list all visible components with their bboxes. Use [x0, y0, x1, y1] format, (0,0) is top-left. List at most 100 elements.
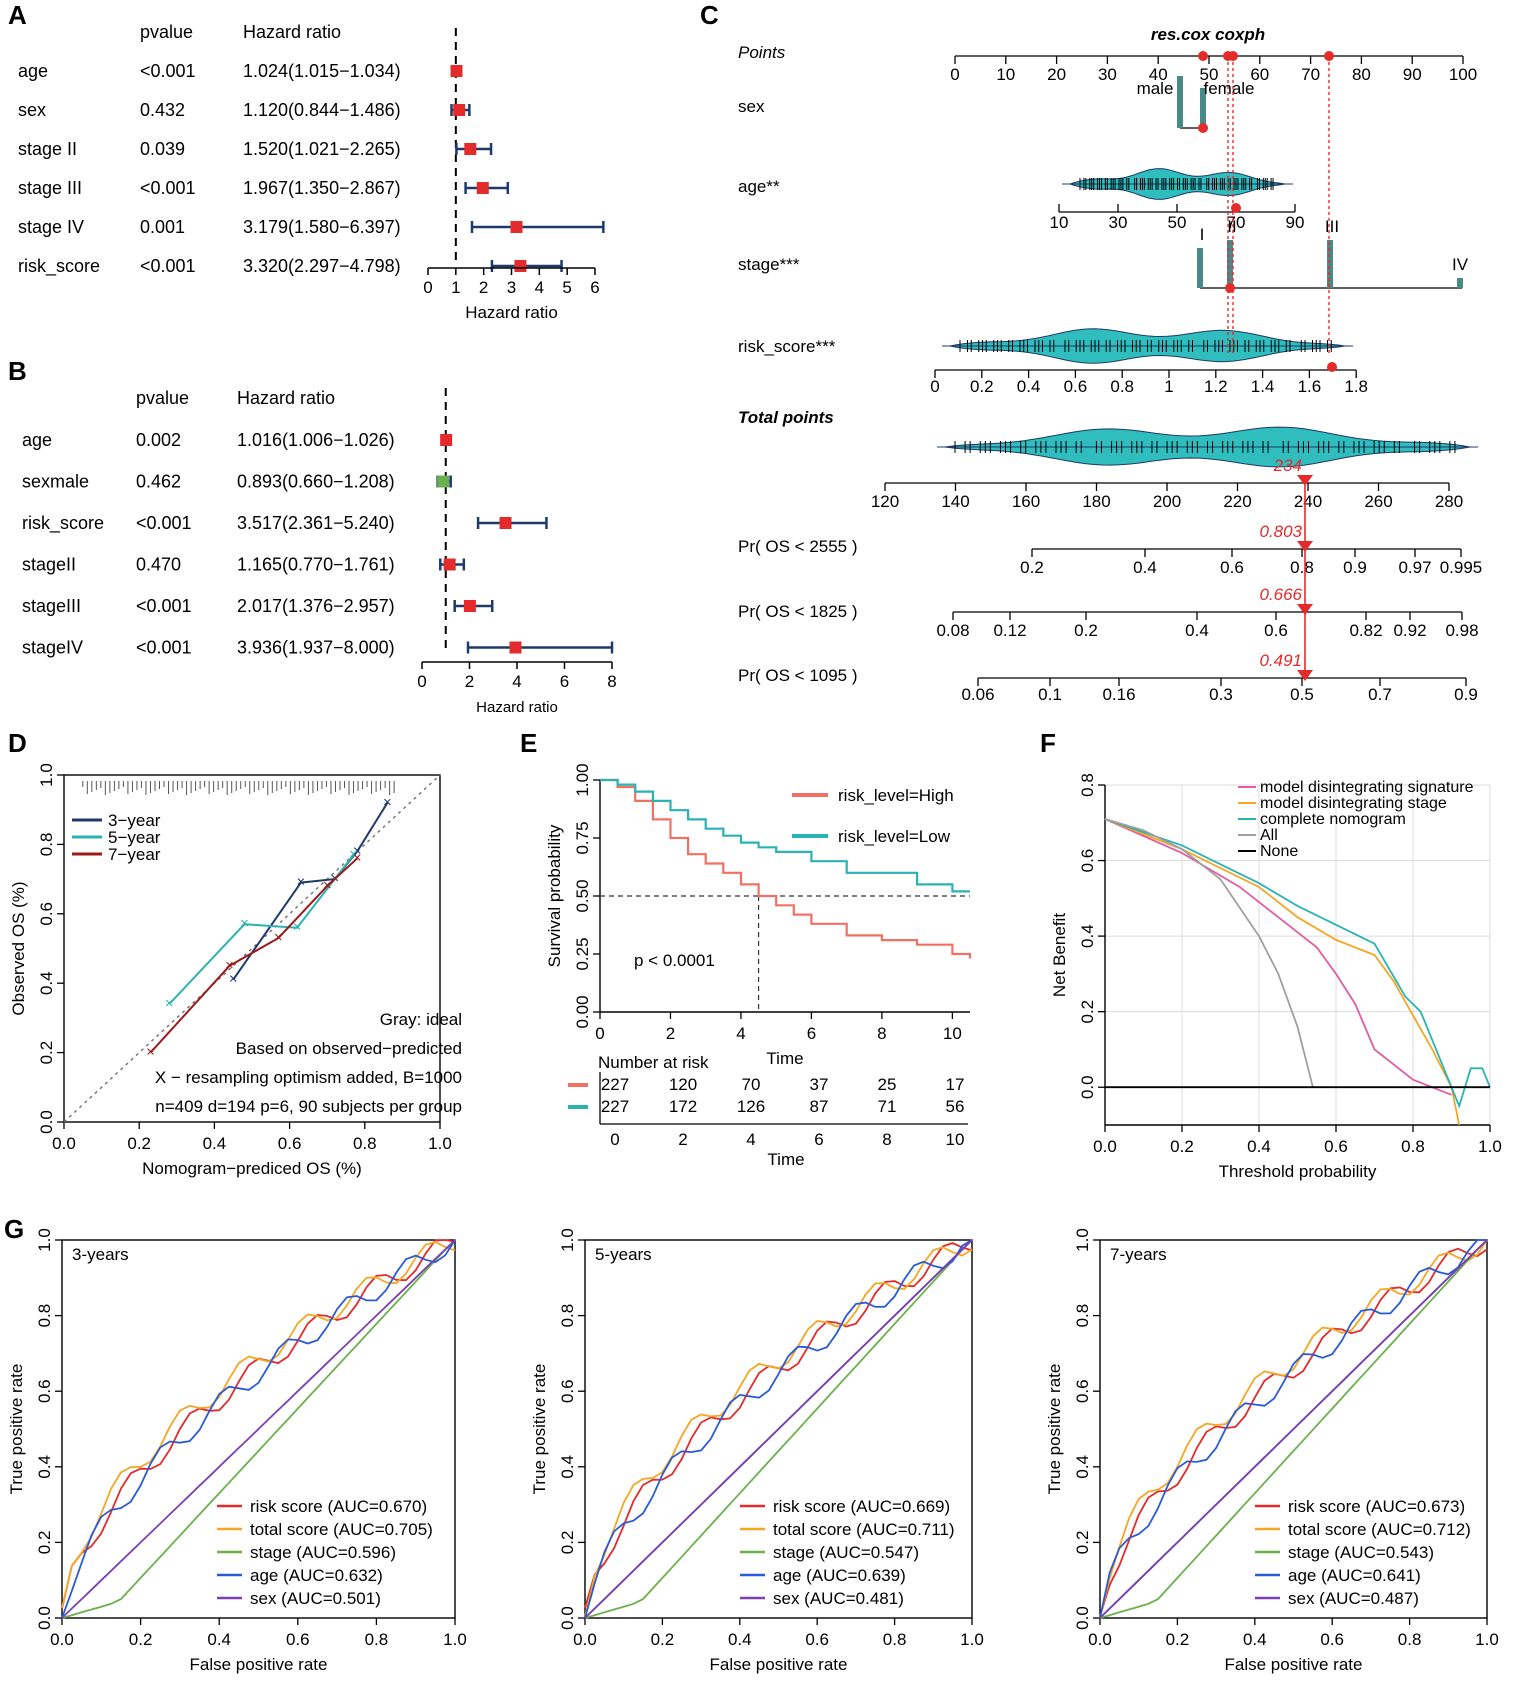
nomogram-row-label: Points	[738, 43, 786, 62]
points-scale-tick-label: 100	[1449, 65, 1477, 84]
calibration-line	[168, 854, 355, 1005]
stage-label: II	[1227, 217, 1236, 236]
stage-label: III	[1325, 217, 1339, 236]
risk-score-scale-tick-label: 0	[930, 377, 939, 396]
legend-label: total score (AUC=0.712)	[1288, 1520, 1471, 1539]
y-tick-label: 0.4	[37, 971, 56, 995]
row-hazard-ratio: 3.517(2.361−5.240)	[237, 513, 395, 533]
x-tick-label: 0.8	[883, 1630, 907, 1649]
risk-table-cell: 120	[669, 1075, 697, 1094]
y-tick-label: 0.6	[1073, 1379, 1092, 1403]
points-scale-tick-label: 0	[950, 65, 959, 84]
y-tick-label: 0.6	[558, 1379, 577, 1403]
risk-table-cell: 71	[878, 1097, 897, 1116]
y-tick-label: 0.4	[558, 1455, 577, 1479]
calibration-point: ×	[323, 877, 332, 894]
calibration-point: ×	[353, 849, 362, 866]
calibration-point: ×	[349, 846, 358, 863]
roc-curve	[1099, 1239, 1488, 1619]
row-label: risk_score	[18, 256, 100, 277]
total-points-scale-tick-label: 140	[941, 492, 969, 511]
os1095-scale-tick-label: 0.3	[1209, 685, 1233, 704]
stage-bar	[1197, 248, 1203, 288]
risk-table-tick: 4	[746, 1130, 755, 1149]
calibration-point: ×	[296, 874, 305, 891]
y-tick-label: 0.0	[1078, 1075, 1097, 1099]
x-tick-label: 0.0	[1088, 1630, 1112, 1649]
x-axis-title: Time	[766, 1049, 803, 1068]
x-tick-label: 5	[562, 278, 571, 297]
x-tick-label: 0.6	[1320, 1630, 1344, 1649]
os1825-scale-tick-label: 0.98	[1445, 621, 1478, 640]
y-axis-title: True positive rate	[530, 1364, 549, 1495]
y-tick-label: 0.6	[37, 902, 56, 926]
age-scale-tick-label: 50	[1168, 213, 1187, 232]
x-tick-label: 0.2	[129, 1630, 153, 1649]
row-hazard-ratio: 1.967(1.350−2.867)	[243, 178, 401, 198]
risk-table-xlabel: Time	[767, 1150, 804, 1169]
x-tick-label: 8	[607, 672, 616, 691]
risk-table-cell: 37	[810, 1075, 829, 1094]
risk-table-tick: 8	[882, 1130, 891, 1149]
risk-table-cell: 126	[737, 1097, 765, 1116]
risk-score-scale-tick-label: 1.8	[1344, 377, 1368, 396]
panel-a-forest-plot: A pvalue Hazard ratio age <0.001 1.024(1.015…	[8, 0, 605, 322]
points-scale-tick-label: 10	[996, 65, 1015, 84]
risk-table-cell: 56	[946, 1097, 965, 1116]
row-pvalue: 0.432	[140, 100, 185, 120]
row-pvalue: <0.001	[136, 638, 192, 658]
panel-g-roc: G 0.0 0.2 0.4 0.6 0.8 1.0 0.0 0.2 0.4 0.6 0.8 1.0 Fa…	[4, 1214, 1499, 1674]
risk-score-scale-tick-label: 1.2	[1204, 377, 1228, 396]
legend-label: All	[1260, 827, 1278, 844]
panel-label-g: G	[4, 1214, 24, 1244]
x-tick-label: 0.8	[353, 1134, 377, 1153]
prediction-marker	[1297, 541, 1313, 552]
os1825-scale-tick-label: 0.2	[1074, 621, 1098, 640]
column-header-hazard-ratio: Hazard ratio	[243, 22, 341, 42]
legend-label: model disintegrating stage	[1260, 795, 1447, 812]
x-tick-label: 0.4	[1243, 1630, 1267, 1649]
x-tick-label: 0.2	[127, 1134, 151, 1153]
roc-curve	[584, 1246, 973, 1617]
os1095-scale-tick-label: 0.9	[1454, 685, 1478, 704]
legend-label: age (AUC=0.639)	[773, 1566, 906, 1585]
age-marker	[1231, 203, 1241, 213]
nomogram-row-label: Pr( OS < 2555 )	[738, 537, 858, 556]
points-scale-tick-label: 90	[1403, 65, 1422, 84]
x-tick-label: 0.0	[573, 1630, 597, 1649]
points-marker	[1198, 51, 1208, 61]
row-pvalue: <0.001	[140, 61, 196, 81]
row-hazard-ratio: 3.936(1.937−8.000)	[237, 638, 395, 658]
row-pvalue: 0.462	[136, 472, 181, 492]
x-tick-label: 2	[479, 278, 488, 297]
y-tick-label: 0.4	[1078, 924, 1097, 948]
legend-label: total score (AUC=0.711)	[773, 1520, 955, 1539]
legend-label: 5−year	[108, 828, 161, 847]
risk-score-scale-tick-label: 1.6	[1298, 377, 1322, 396]
age-scale-tick-label: 90	[1286, 213, 1305, 232]
age-scale-tick-label: 70	[1227, 213, 1246, 232]
os1095-scale-tick-label: 0.7	[1368, 685, 1392, 704]
age-scale-tick-label: 10	[1050, 213, 1069, 232]
hazard-point	[450, 65, 463, 77]
y-tick-label: 0.0	[558, 1606, 577, 1630]
roc-curve	[1099, 1239, 1488, 1619]
x-tick-label: 1.0	[1475, 1630, 1499, 1649]
survival-curve	[600, 778, 970, 893]
calibration-point: ×	[229, 971, 238, 988]
row-label: age	[22, 430, 52, 450]
row-pvalue: <0.001	[140, 256, 196, 276]
x-tick-label: 0.8	[1401, 1137, 1425, 1156]
hazard-point	[464, 143, 477, 155]
total-points-scale-tick-label: 160	[1012, 492, 1040, 511]
age-scale-tick-label: 30	[1109, 213, 1128, 232]
risk-table-tick: 2	[678, 1130, 687, 1149]
x-tick-label: 0.6	[278, 1134, 302, 1153]
net-benefit-curve	[1104, 818, 1491, 1109]
column-header-hazard-ratio: Hazard ratio	[237, 388, 335, 408]
column-header-pvalue: pvalue	[140, 22, 193, 42]
x-tick-label: 4	[512, 672, 521, 691]
x-tick-label: 0.2	[1170, 1137, 1194, 1156]
y-tick-label: 0.4	[35, 1455, 54, 1479]
